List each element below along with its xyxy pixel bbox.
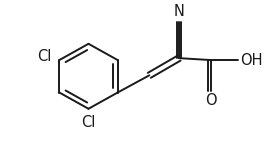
- Text: N: N: [173, 4, 184, 19]
- Text: OH: OH: [240, 53, 263, 68]
- Text: Cl: Cl: [81, 115, 96, 130]
- Text: Cl: Cl: [37, 49, 52, 64]
- Text: O: O: [205, 93, 216, 108]
